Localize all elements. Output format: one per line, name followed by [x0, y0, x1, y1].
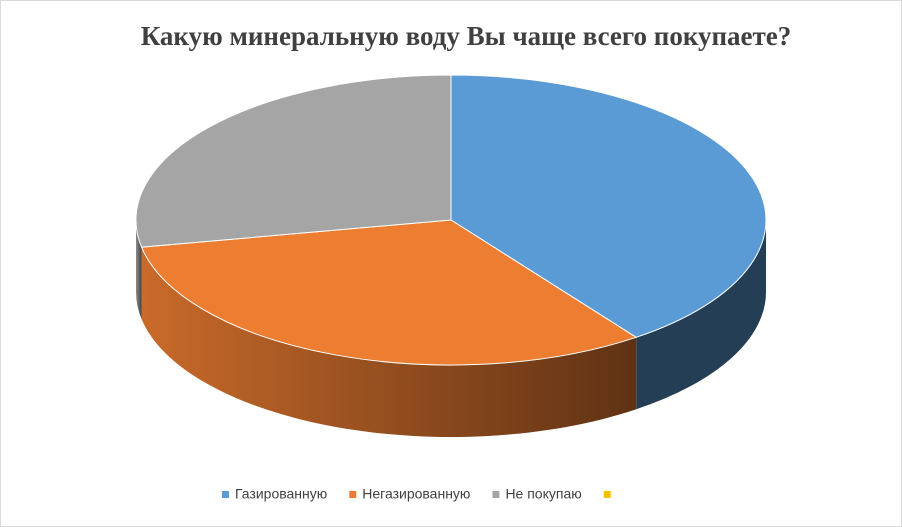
- slice: [450, 74, 767, 338]
- chart-title: Какую минеральную воду Вы чаще всего пок…: [141, 21, 792, 51]
- legend-label: Не покупаю: [505, 486, 581, 502]
- slice: [140, 219, 638, 366]
- slice-side: [636, 220, 766, 410]
- pie: [135, 74, 767, 437]
- legend: Газированную Негазированную Не покупаю: [222, 486, 611, 502]
- legend-swatch: [222, 491, 229, 498]
- slice-side: [141, 247, 637, 437]
- legend-label: Негазированную: [362, 486, 470, 502]
- legend-swatch: [492, 491, 500, 498]
- legend-swatch: [349, 491, 357, 498]
- legend-swatch: [603, 491, 611, 498]
- slice: [135, 74, 452, 248]
- legend-label: Газированную: [235, 486, 327, 502]
